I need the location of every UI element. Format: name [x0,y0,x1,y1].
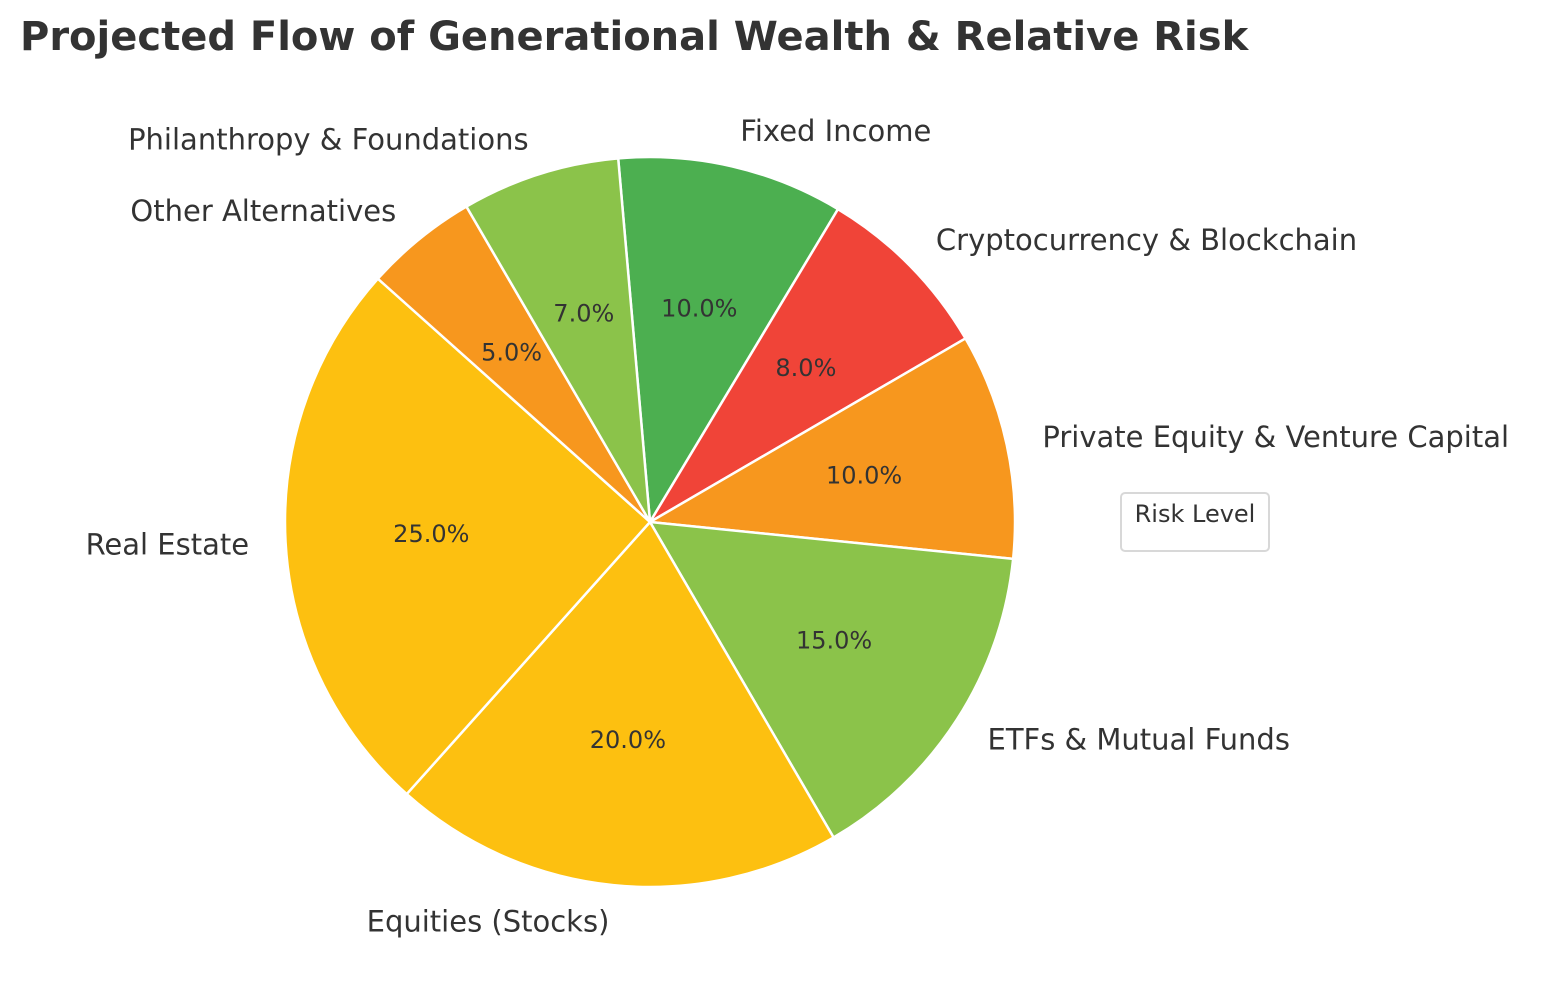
pie-slice-real-estate [283,277,652,796]
legend: Risk Level [1120,492,1270,552]
pie-slice-cryptocurrency-blockchain [648,207,967,524]
pie-slices [283,155,1017,889]
slice-label-real-estate: Real Estate [86,527,250,561]
chart-title: Projected Flow of Generational Wealth & … [20,14,1250,60]
pct-label-philanthropy-foundations: 7.0% [553,299,614,327]
pie-slice-philanthropy-foundations [465,157,652,524]
pie-slice-etfs-mutual-funds [648,520,1015,839]
pct-label-etfs-mutual-funds: 15.0% [796,627,872,655]
slice-label-philanthropy-foundations: Philanthropy & Foundations [128,122,529,156]
pct-label-equities-stocks: 20.0% [590,726,666,754]
pct-label-real-estate: 25.0% [393,520,469,548]
pct-label-other-alternatives: 5.0% [481,338,542,366]
slice-label-fixed-income: Fixed Income [740,114,931,148]
pie-slice-private-equity-venture-capital [648,337,1017,561]
slice-labels: Fixed Income Cryptocurrency & Blockchain P… [86,114,1510,939]
slice-label-private-equity-venture-capital: Private Equity & Venture Capital [1042,420,1509,454]
pie-slice-fixed-income [616,155,840,524]
percentage-labels: 10.0% 8.0% 10.0% 15.0% 20.0% 25.0% 5.0% 7.0% [393,295,902,754]
slice-label-other-alternatives: Other Alternatives [130,194,396,228]
legend-box [1120,492,1270,552]
pct-label-fixed-income: 10.0% [661,295,737,323]
pct-label-private-equity-venture-capital: 10.0% [826,462,902,490]
pie-slice-equities-stocks [405,520,835,889]
pct-label-cryptocurrency-blockchain: 8.0% [775,354,836,382]
slice-label-etfs-mutual-funds: ETFs & Mutual Funds [988,723,1290,757]
legend-title: Risk Level [1135,500,1256,528]
slice-label-cryptocurrency-blockchain: Cryptocurrency & Blockchain [936,223,1357,257]
slice-label-equities-stocks: Equities (Stocks) [367,904,610,938]
